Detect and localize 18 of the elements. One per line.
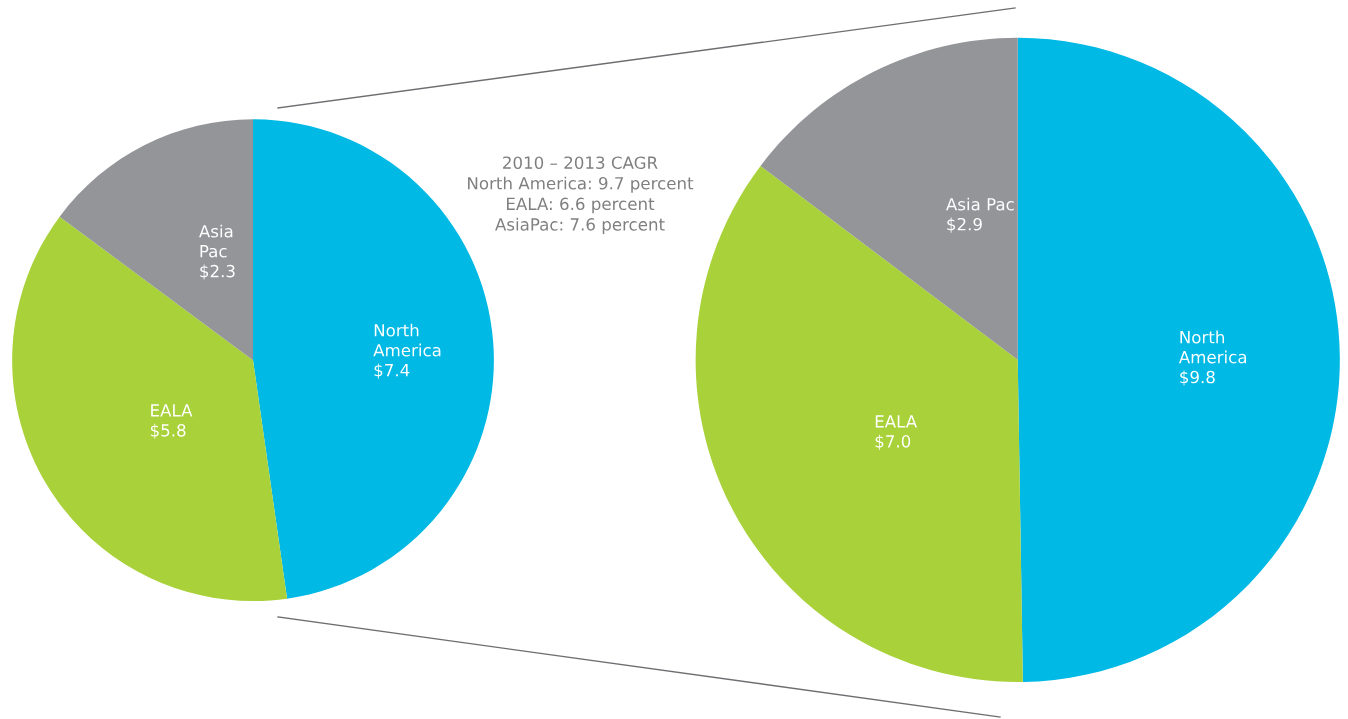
slice-label: Asia Pac	[199, 224, 233, 258]
slice-label: EALA	[151, 404, 193, 417]
pie-slice	[760, 37, 1018, 360]
data-label: $7.0	[875, 434, 911, 450]
slice-label: Asia Pac	[946, 197, 1014, 211]
slice-label: EALA	[875, 415, 918, 428]
pie-slice	[1017, 37, 1340, 682]
data-label: $7.4	[374, 363, 410, 379]
data-label: $2.3	[200, 264, 235, 280]
data-label: $5.8	[150, 423, 186, 439]
slice-label: North America	[1178, 330, 1247, 364]
pie-slice	[59, 119, 254, 361]
slice-label: North America	[373, 323, 441, 357]
pie-slice	[695, 165, 1023, 682]
text: 2010 – 2013 CAGR North America: 9.7 percent EALA: 6.6 percent AsiaPac: 7.6 percent	[468, 156, 694, 234]
data-label: $9.8	[1180, 370, 1215, 386]
pie-slice	[12, 216, 288, 602]
data-label: $2.9	[947, 217, 982, 233]
